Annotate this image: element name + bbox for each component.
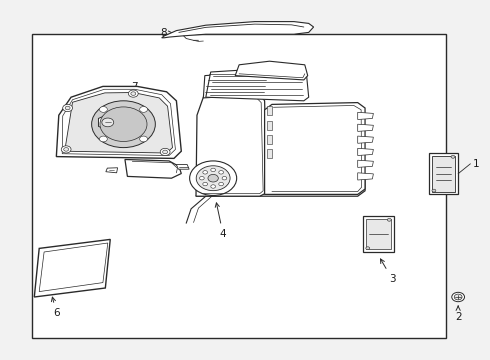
Text: 6: 6 — [51, 297, 60, 318]
Polygon shape — [429, 153, 458, 194]
Circle shape — [196, 166, 230, 191]
Circle shape — [432, 189, 436, 192]
Polygon shape — [203, 72, 270, 98]
Circle shape — [92, 101, 155, 148]
Circle shape — [64, 148, 69, 151]
Polygon shape — [106, 168, 118, 173]
Circle shape — [99, 136, 107, 142]
Circle shape — [63, 104, 73, 112]
Polygon shape — [267, 106, 272, 115]
Polygon shape — [267, 135, 272, 144]
Text: 1: 1 — [473, 159, 480, 169]
Polygon shape — [265, 103, 365, 194]
Circle shape — [454, 294, 462, 300]
Circle shape — [219, 182, 223, 186]
Polygon shape — [196, 94, 267, 196]
Polygon shape — [39, 243, 108, 292]
Circle shape — [203, 171, 208, 174]
Circle shape — [222, 176, 227, 180]
Polygon shape — [358, 112, 373, 120]
Polygon shape — [235, 61, 308, 80]
Circle shape — [140, 136, 147, 142]
Polygon shape — [176, 165, 189, 169]
Polygon shape — [358, 173, 373, 180]
Polygon shape — [56, 86, 181, 158]
Circle shape — [160, 148, 170, 156]
Polygon shape — [432, 156, 455, 192]
Polygon shape — [358, 136, 373, 143]
Text: 5: 5 — [123, 134, 136, 144]
Circle shape — [208, 174, 219, 182]
Circle shape — [451, 156, 455, 158]
Polygon shape — [196, 176, 365, 196]
Text: 4: 4 — [215, 203, 226, 239]
Polygon shape — [267, 149, 272, 158]
Circle shape — [190, 161, 237, 195]
Circle shape — [452, 292, 465, 302]
Polygon shape — [64, 93, 172, 153]
Polygon shape — [206, 68, 309, 101]
Circle shape — [366, 247, 369, 250]
Text: 3: 3 — [380, 259, 395, 284]
Polygon shape — [267, 121, 272, 130]
Polygon shape — [358, 124, 373, 131]
Polygon shape — [363, 216, 394, 252]
Polygon shape — [358, 160, 373, 167]
Circle shape — [100, 107, 147, 141]
Circle shape — [203, 182, 208, 186]
Polygon shape — [358, 148, 373, 156]
Circle shape — [61, 146, 71, 153]
Text: 7: 7 — [111, 82, 138, 110]
Circle shape — [199, 176, 204, 180]
Circle shape — [211, 168, 216, 172]
Polygon shape — [125, 159, 181, 178]
Circle shape — [219, 171, 223, 174]
Circle shape — [102, 118, 114, 127]
Polygon shape — [34, 239, 110, 297]
Circle shape — [388, 218, 391, 221]
Circle shape — [163, 150, 168, 154]
Circle shape — [131, 92, 136, 95]
Circle shape — [65, 106, 70, 110]
Bar — [32, 34, 446, 338]
Circle shape — [140, 107, 147, 112]
Polygon shape — [98, 114, 117, 130]
Circle shape — [99, 107, 107, 112]
Text: 2: 2 — [455, 306, 462, 322]
Circle shape — [211, 185, 216, 188]
Circle shape — [128, 90, 138, 97]
Polygon shape — [162, 22, 314, 38]
Text: 8: 8 — [160, 28, 172, 38]
Polygon shape — [366, 219, 391, 249]
